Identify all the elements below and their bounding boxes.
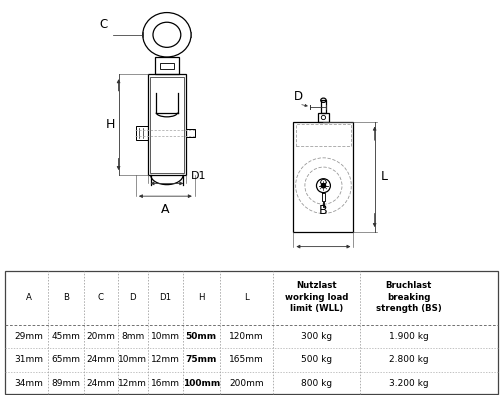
Text: 12mm: 12mm [118,379,147,388]
Bar [296,124,351,147]
Text: 300 kg: 300 kg [300,332,332,341]
Text: 75mm: 75mm [186,356,217,364]
Bar [150,77,184,173]
Circle shape [322,184,326,188]
Text: 29mm: 29mm [14,332,43,341]
Text: D: D [129,293,136,301]
Text: 24mm: 24mm [86,379,115,388]
Text: 500 kg: 500 kg [300,356,332,364]
Text: H: H [106,118,116,131]
Text: 10mm: 10mm [150,332,180,341]
Bar [160,63,174,69]
Text: 8mm: 8mm [121,332,144,341]
Text: 24mm: 24mm [86,356,115,364]
Text: L: L [380,170,388,183]
Text: H: H [198,293,204,301]
Bar [136,126,147,140]
Text: 100mm: 100mm [182,379,220,388]
Text: 12mm: 12mm [150,356,180,364]
Text: L: L [244,293,248,301]
Text: 50mm: 50mm [186,332,217,341]
Bar [148,74,186,175]
Text: 2.800 kg: 2.800 kg [389,356,428,364]
Text: 800 kg: 800 kg [300,379,332,388]
Text: Bruchlast
breaking
strength (BS): Bruchlast breaking strength (BS) [376,281,442,312]
Text: A: A [161,203,170,216]
Text: D: D [294,90,303,103]
Text: 20mm: 20mm [86,332,115,341]
Bar [318,113,329,122]
Text: 120mm: 120mm [229,332,264,341]
Text: Nutzlast
working load
limit (WLL): Nutzlast working load limit (WLL) [284,281,348,312]
Text: 34mm: 34mm [14,379,43,388]
Text: 200mm: 200mm [229,379,264,388]
Text: 16mm: 16mm [150,379,180,388]
Text: B: B [63,293,69,301]
Bar [320,100,326,113]
Bar [155,57,179,74]
Text: C: C [100,18,108,31]
Text: D1: D1 [191,171,206,181]
Text: D1: D1 [159,293,171,301]
Text: 89mm: 89mm [52,379,80,388]
Text: A: A [26,293,32,301]
Text: 45mm: 45mm [52,332,80,341]
Text: 31mm: 31mm [14,356,44,364]
Text: 65mm: 65mm [52,356,80,364]
Bar [186,128,194,137]
Text: 3.200 kg: 3.200 kg [389,379,428,388]
Text: 1.900 kg: 1.900 kg [389,332,428,341]
Text: 165mm: 165mm [229,356,264,364]
Text: C: C [98,293,104,301]
Bar [294,122,354,232]
Text: B: B [319,204,328,217]
Text: 10mm: 10mm [118,356,147,364]
